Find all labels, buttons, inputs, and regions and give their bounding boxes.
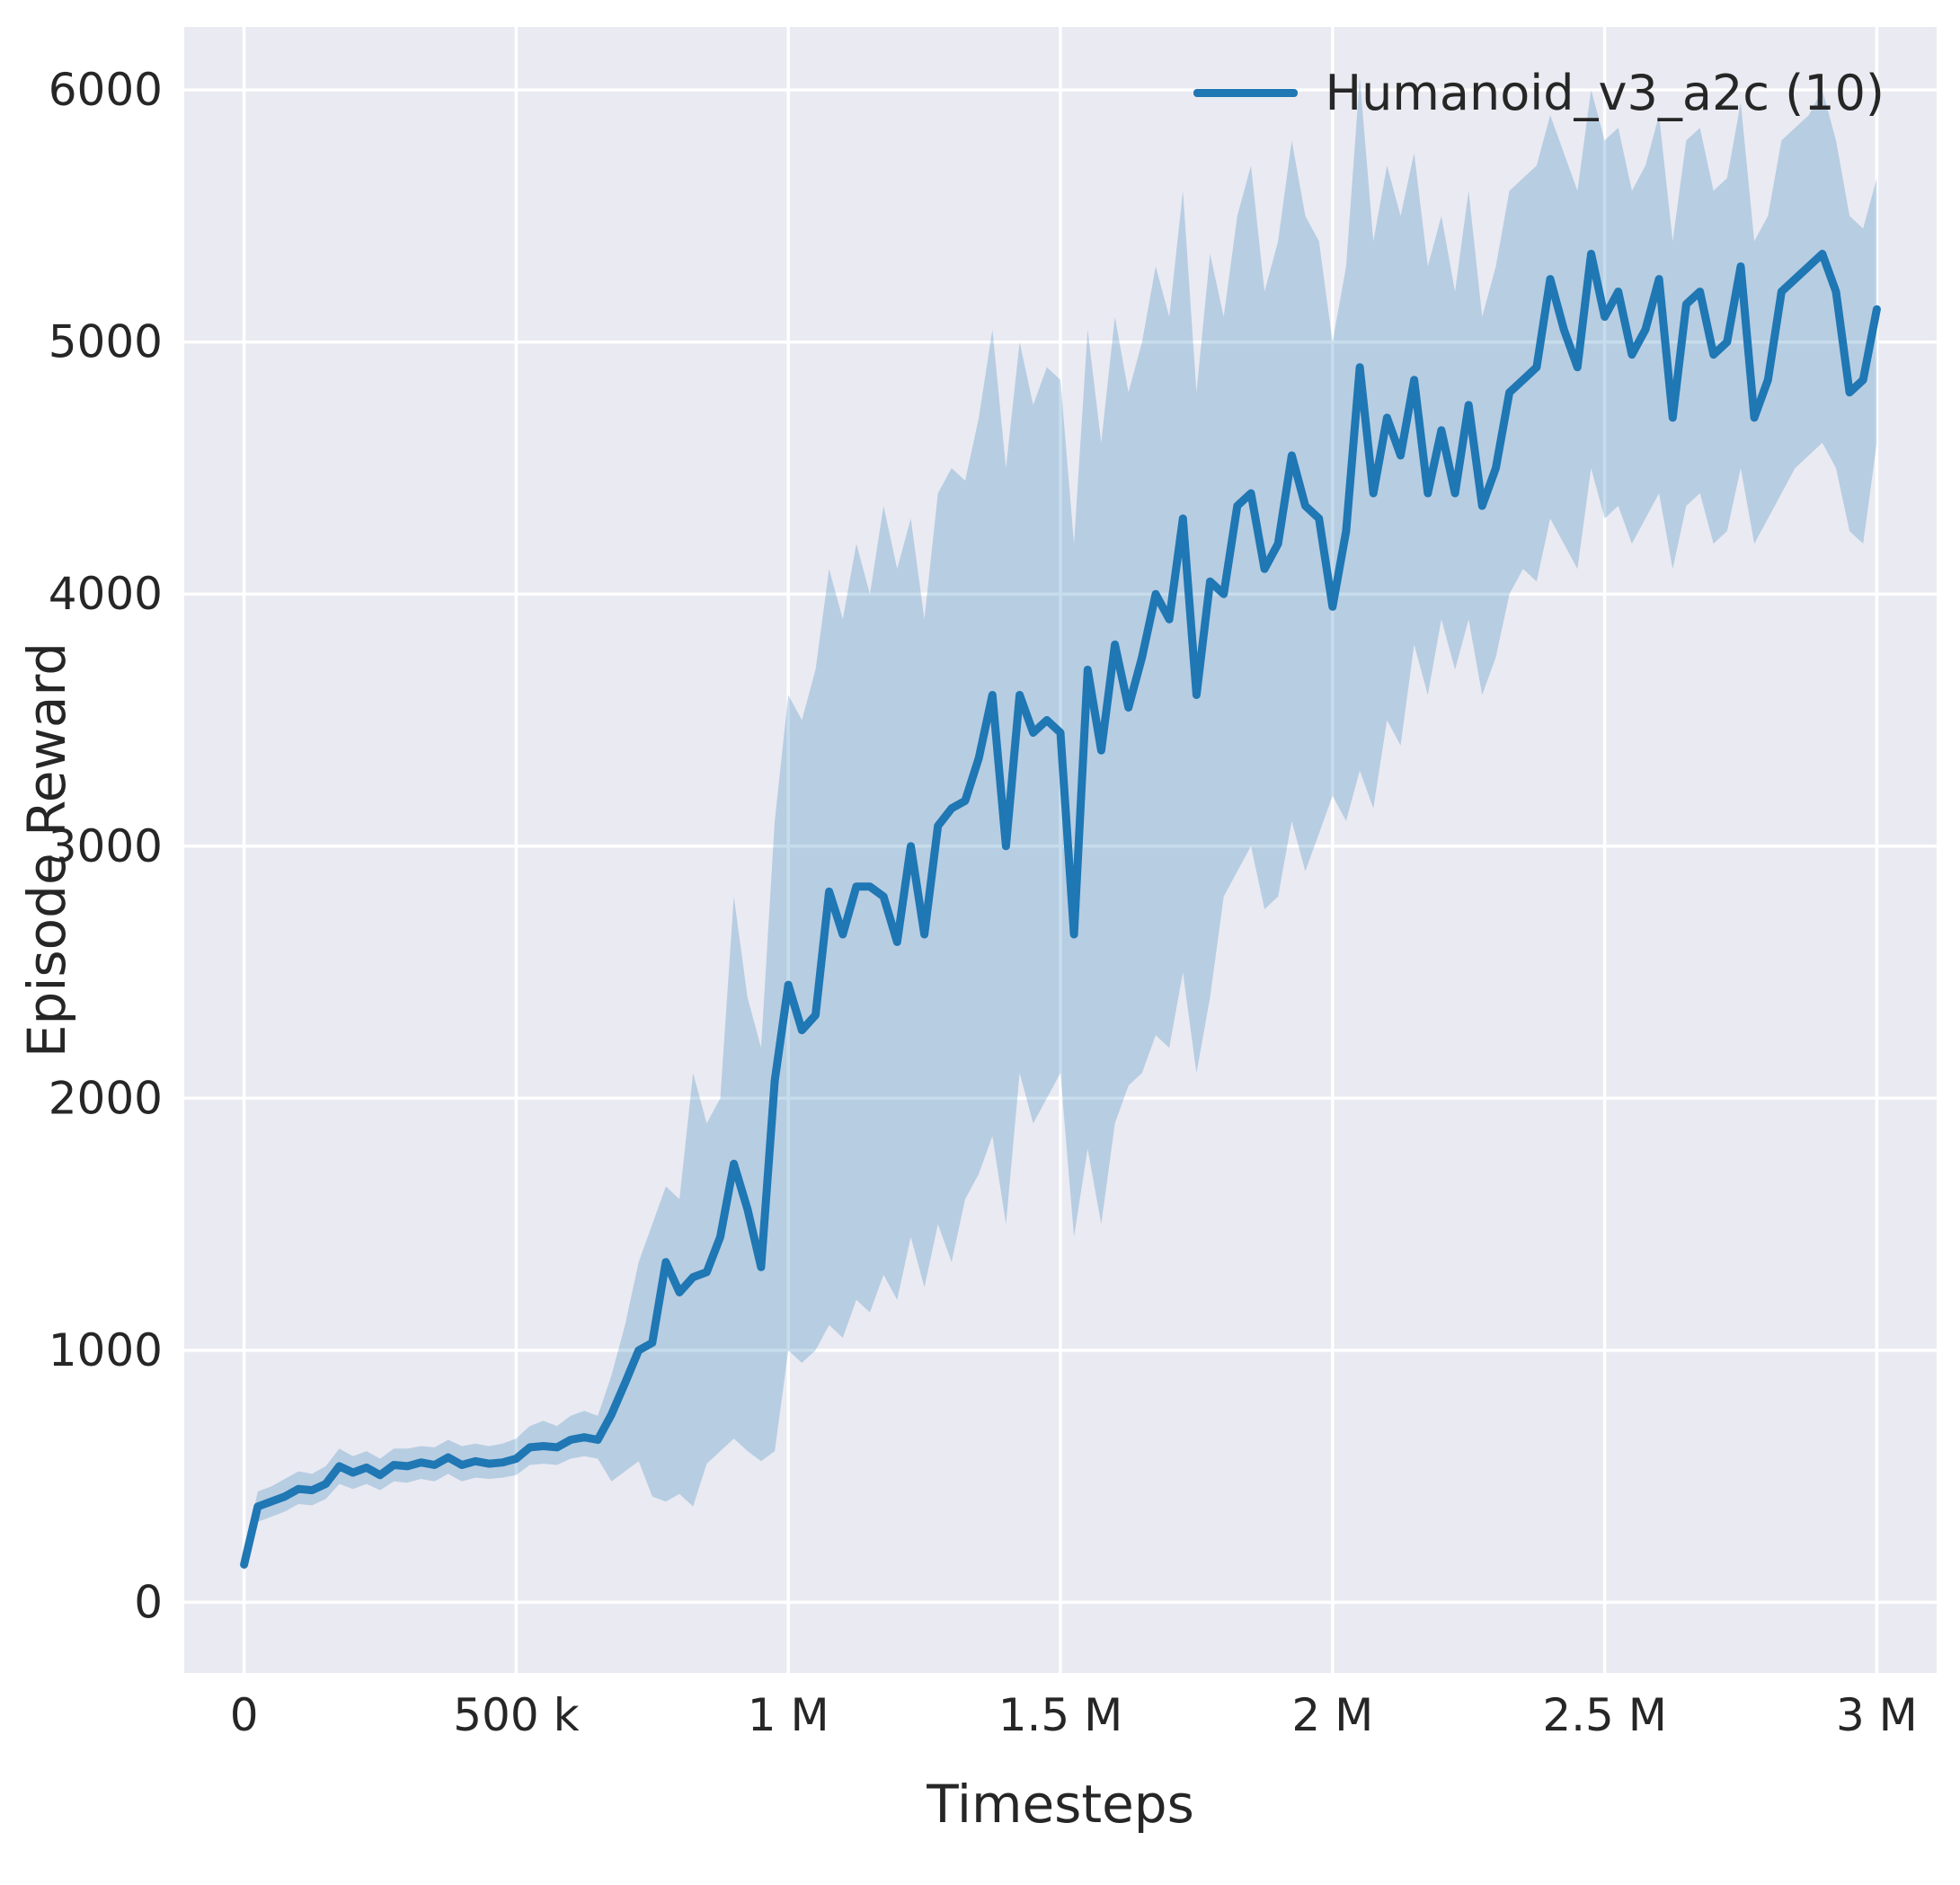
x-tick-label: 1.5 M: [998, 1689, 1123, 1741]
y-tick-label: 3000: [49, 820, 163, 872]
legend-label: Humanoid_v3_a2c (10): [1325, 65, 1885, 121]
legend: Humanoid_v3_a2c (10): [1193, 65, 1885, 121]
x-tick-label: 3 M: [1836, 1689, 1918, 1741]
y-tick-label: 2000: [49, 1072, 163, 1124]
legend-line-swatch: [1193, 89, 1299, 97]
y-tick-label: 6000: [49, 64, 163, 116]
x-tick-label: 0: [230, 1689, 259, 1741]
y-tick-label: 1000: [49, 1324, 163, 1376]
x-tick-label: 2.5 M: [1542, 1689, 1667, 1741]
x-tick-label: 500 k: [453, 1689, 579, 1741]
confidence-band: [244, 77, 1877, 1572]
x-axis-label: Timesteps: [927, 1774, 1194, 1835]
y-axis-label: Episode Reward: [16, 642, 77, 1058]
x-tick-label: 1 M: [748, 1689, 829, 1741]
y-tick-label: 4000: [49, 568, 163, 620]
reward-line: [240, 250, 1881, 1569]
y-tick-label: 5000: [49, 316, 163, 368]
x-tick-label: 2 M: [1291, 1689, 1373, 1741]
y-tick-label: 0: [134, 1576, 163, 1628]
